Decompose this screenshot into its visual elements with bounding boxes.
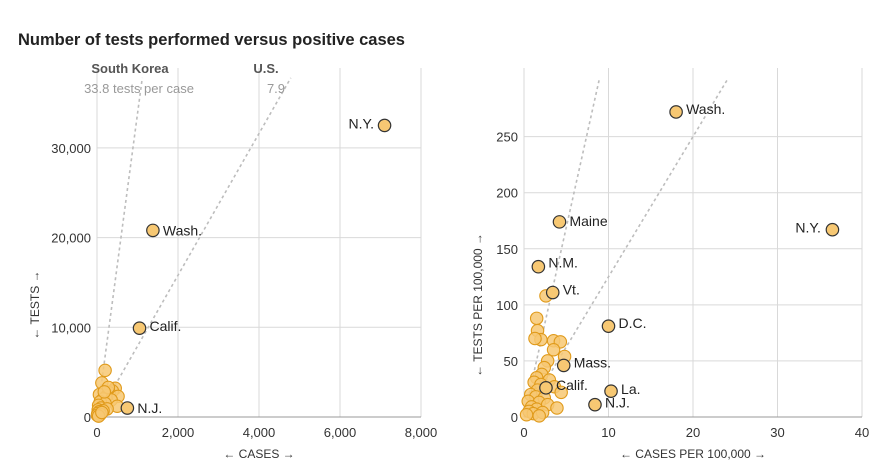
labeled-data-point <box>552 215 567 229</box>
x-tick-label: 8,000 <box>405 425 438 440</box>
point-label: N.M. <box>548 255 578 271</box>
data-point <box>98 363 112 378</box>
point-label: N.J. <box>605 395 630 411</box>
y-tick-label: 250 <box>496 130 518 145</box>
labeled-data-point <box>146 223 160 238</box>
x-tick-label: 40 <box>855 425 869 440</box>
data-point <box>519 408 534 422</box>
point-label: Mass. <box>574 354 611 370</box>
point-label: Wash. <box>686 101 725 117</box>
data-point <box>95 405 109 420</box>
reference-line <box>523 77 730 418</box>
point-label: Calif. <box>556 377 588 393</box>
x-axis-title: ← CASES PER 100,000 → <box>620 447 766 461</box>
labeled-data-point <box>669 105 683 119</box>
x-tick-label: 20 <box>686 425 700 440</box>
data-point <box>97 385 112 399</box>
x-tick-label: 0 <box>520 425 527 440</box>
labeled-data-point <box>377 118 392 133</box>
x-tick-label: 10 <box>601 425 615 440</box>
labeled-data-point <box>825 222 840 237</box>
reference-line-label: South Korea <box>91 61 169 76</box>
chart-title: Number of tests performed versus positiv… <box>18 31 405 49</box>
x-axis-title: ← CASES → <box>223 447 294 461</box>
point-label: Wash. <box>163 222 202 238</box>
reference-line <box>96 77 292 418</box>
x-tick-label: 2,000 <box>162 425 195 440</box>
y-tick-label: 0 <box>84 410 91 425</box>
x-tick-label: 0 <box>93 425 100 440</box>
labeled-data-point <box>604 384 618 399</box>
point-label: Vt. <box>563 282 580 298</box>
labeled-data-point <box>545 285 560 300</box>
reference-line-sublabel: 7.9 <box>267 81 285 96</box>
reference-line-label: U.S. <box>253 61 278 76</box>
data-point <box>554 385 568 400</box>
point-label: N.Y. <box>349 115 374 131</box>
y-axis-title: ← TESTS PER 100,000 → <box>471 233 485 377</box>
data-point <box>550 401 564 415</box>
point-label: D.C. <box>619 315 647 331</box>
y-tick-label: 0 <box>511 410 518 425</box>
point-label: Maine <box>569 213 607 229</box>
y-tick-label: 50 <box>504 354 518 369</box>
x-tick-label: 6,000 <box>324 425 357 440</box>
x-tick-label: 30 <box>770 425 784 440</box>
y-tick-label: 150 <box>496 242 518 257</box>
data-point <box>546 342 561 357</box>
y-axis-title: ← TESTS → <box>28 270 42 339</box>
labeled-data-point <box>556 358 571 373</box>
y-tick-label: 10,000 <box>51 320 91 335</box>
y-tick-label: 100 <box>496 298 518 313</box>
labeled-data-point <box>531 259 546 274</box>
point-label: Calif. <box>150 318 182 334</box>
labeled-data-point <box>539 381 553 395</box>
labeled-data-point <box>120 401 135 415</box>
data-point <box>529 311 544 326</box>
point-label: La. <box>621 381 640 397</box>
y-tick-label: 200 <box>496 186 518 201</box>
y-tick-label: 30,000 <box>51 141 91 156</box>
labeled-data-point <box>588 397 602 412</box>
y-tick-label: 20,000 <box>51 231 91 246</box>
point-label: N.J. <box>137 400 162 416</box>
point-label: N.Y. <box>795 220 820 236</box>
labeled-data-point <box>132 321 147 335</box>
labeled-data-point <box>601 319 616 333</box>
data-point <box>528 331 542 346</box>
data-point <box>532 409 546 423</box>
reference-line <box>523 77 601 418</box>
x-tick-label: 4,000 <box>243 425 276 440</box>
reference-line-sublabel: 33.8 tests per case <box>84 81 194 96</box>
